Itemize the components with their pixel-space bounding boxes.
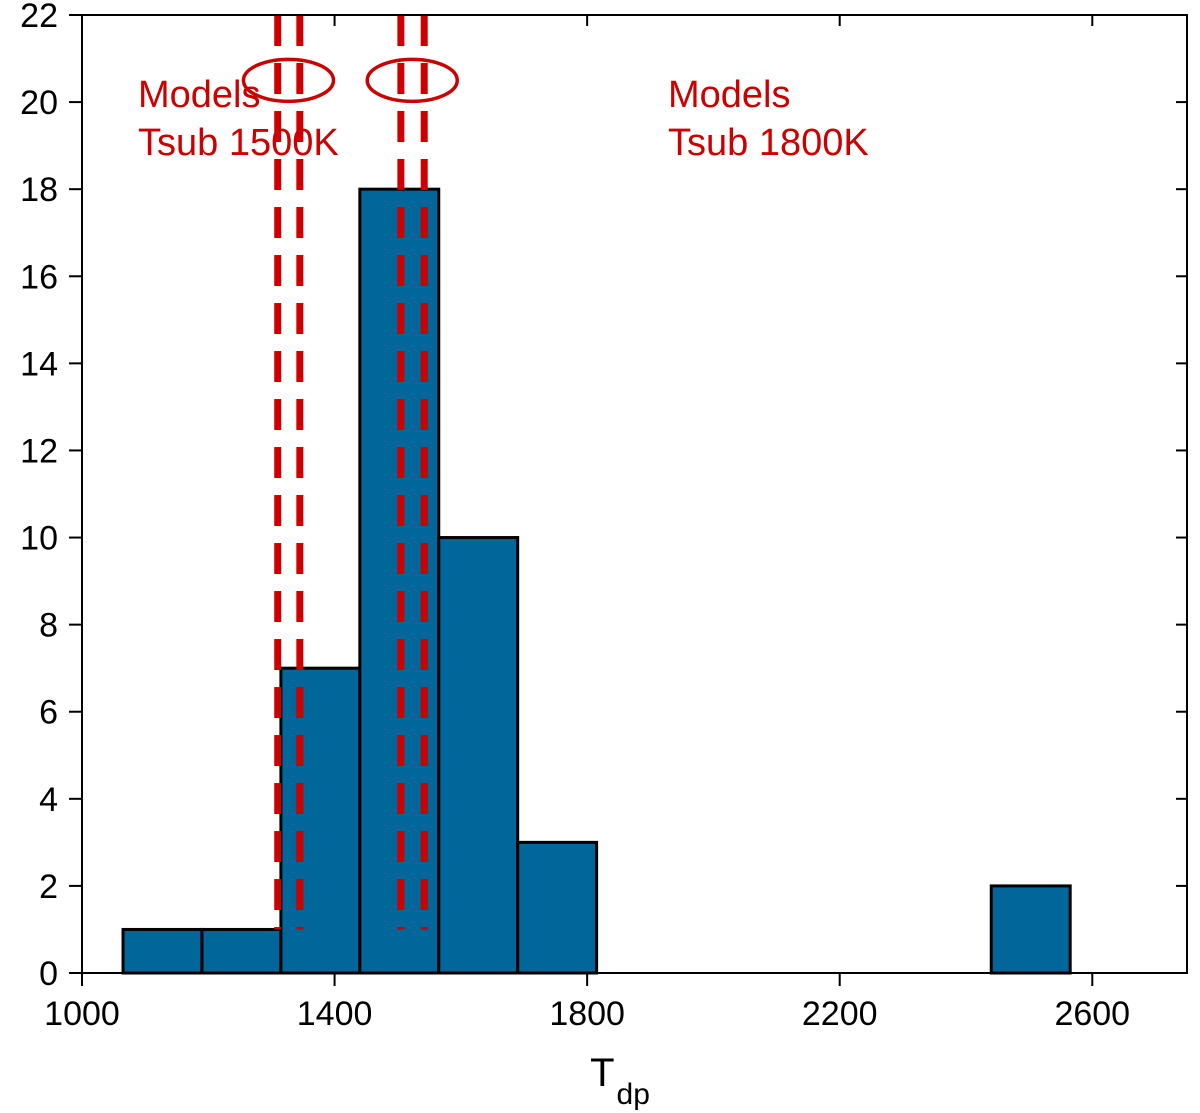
annotation-text-1-0: Models: [668, 74, 791, 116]
y-tick-label-7: 14: [20, 345, 58, 383]
y-tick-label-3: 6: [39, 694, 58, 732]
histogram-bar-2: [279, 666, 362, 975]
x-axis-label: Tdp: [590, 1051, 650, 1111]
y-tick-label-4: 8: [39, 607, 58, 645]
y-tick-label-9: 18: [20, 171, 58, 209]
histogram-bar-5: [516, 840, 599, 975]
y-tick-label-11: 22: [20, 0, 58, 35]
x-tick-label-2: 1800: [549, 995, 625, 1033]
annotation-text-0-0: Models: [138, 74, 261, 116]
histogram-bar-0: [121, 927, 204, 975]
x-tick-label-0: 1000: [44, 995, 120, 1033]
x-tick-label-1: 1400: [297, 995, 373, 1033]
y-tick-label-1: 2: [39, 868, 58, 906]
histogram-bar-4: [437, 536, 520, 975]
x-tick-label-4: 2600: [1054, 995, 1130, 1033]
y-tick-label-10: 20: [20, 84, 58, 122]
x-tick-label-3: 2200: [802, 995, 878, 1033]
y-tick-label-2: 4: [39, 781, 58, 819]
annotation-ellipse-1: [365, 57, 459, 104]
annotation-text-0-1: Tsub 1500K: [138, 122, 339, 164]
y-tick-label-6: 12: [20, 432, 58, 470]
plot-frame: [81, 14, 1188, 974]
annotation-ellipse-0: [241, 57, 336, 104]
y-tick-label-0: 0: [39, 955, 58, 993]
y-tick-label-5: 10: [20, 520, 58, 558]
annotation-text-1-1: Tsub 1800K: [668, 122, 869, 164]
histogram-bar-11: [989, 884, 1072, 975]
y-tick-label-8: 16: [20, 258, 58, 296]
histogram-bar-1: [200, 927, 283, 975]
